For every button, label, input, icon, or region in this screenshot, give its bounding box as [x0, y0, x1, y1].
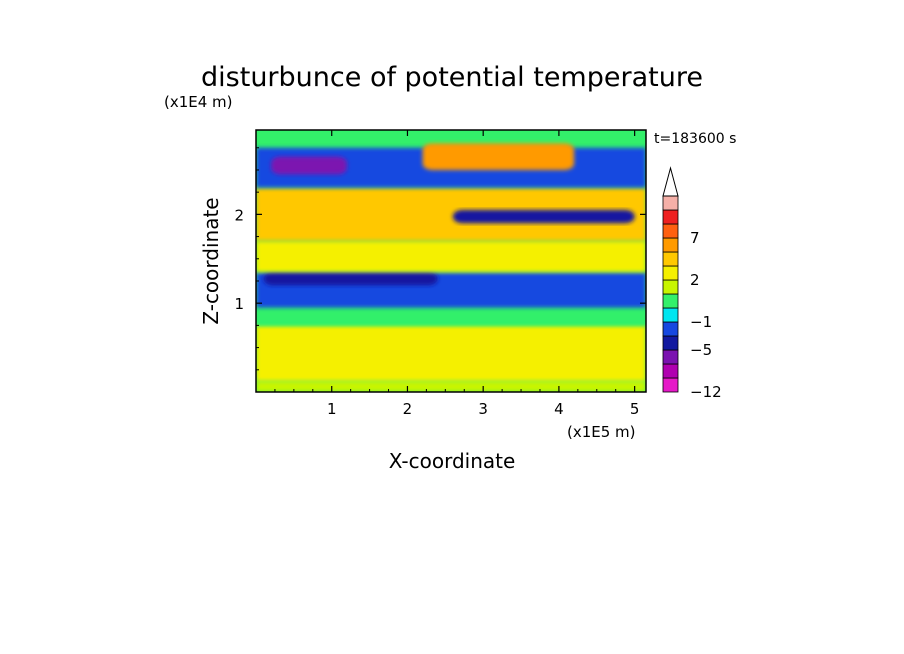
x-axis: 1 2 3 4 5 [274, 130, 640, 418]
y-axis: 12 [234, 147, 646, 371]
chart-title: disturbunce of potential temperature [201, 62, 703, 93]
x-tick-label: 5 [630, 400, 640, 418]
colorbar-label: −5 [690, 341, 712, 359]
plot-area [256, 130, 646, 392]
colorbar-label: 2 [690, 271, 700, 289]
colorbar-swatch [662, 209, 679, 225]
time-label: t=183600 s [654, 131, 736, 147]
field-layer-9 [422, 143, 575, 170]
x-tick-label: 2 [403, 400, 413, 418]
field-layer-5 [256, 241, 646, 273]
contour-field [256, 143, 646, 392]
colorbar-swatch [662, 265, 679, 281]
field-layer-8 [271, 156, 347, 175]
colorbar-swatch [662, 335, 679, 351]
colorbar-swatch [662, 195, 679, 211]
colorbar: −12−5−127 [662, 166, 722, 401]
x-unit-label: (x1E5 m) [567, 423, 636, 441]
field-layer-1 [256, 325, 646, 382]
colorbar-swatch [662, 279, 679, 295]
plot-frame [255, 129, 647, 393]
field-layer-4 [263, 272, 438, 286]
colorbar-swatch [662, 237, 679, 253]
colorbar-swatch [662, 377, 679, 393]
x-tick-label: 4 [554, 400, 564, 418]
colorbar-swatch [662, 307, 679, 323]
colorbar-swatch [662, 363, 679, 379]
field-layer-0 [256, 381, 646, 392]
colorbar-label: 7 [690, 229, 700, 247]
field-layer-10 [452, 209, 635, 224]
field-layer-2 [256, 307, 646, 326]
colorbar-label: −1 [690, 313, 712, 331]
x-axis-label: X-coordinate [389, 449, 516, 473]
colorbar-swatch [662, 293, 679, 309]
colorbar-extend-arrow [662, 166, 679, 197]
y-unit-label: (x1E4 m) [164, 93, 233, 111]
y-tick-label: 1 [234, 295, 244, 313]
colorbar-swatch [662, 251, 679, 267]
y-tick-label: 2 [234, 206, 244, 224]
x-tick-label: 3 [478, 400, 488, 418]
colorbar-swatch [662, 223, 679, 239]
colorbar-swatch [662, 349, 679, 365]
colorbar-swatch [662, 321, 679, 337]
colorbar-label: −12 [690, 383, 722, 401]
x-tick-label: 1 [327, 400, 337, 418]
y-axis-label: Z-coordinate [199, 197, 223, 324]
